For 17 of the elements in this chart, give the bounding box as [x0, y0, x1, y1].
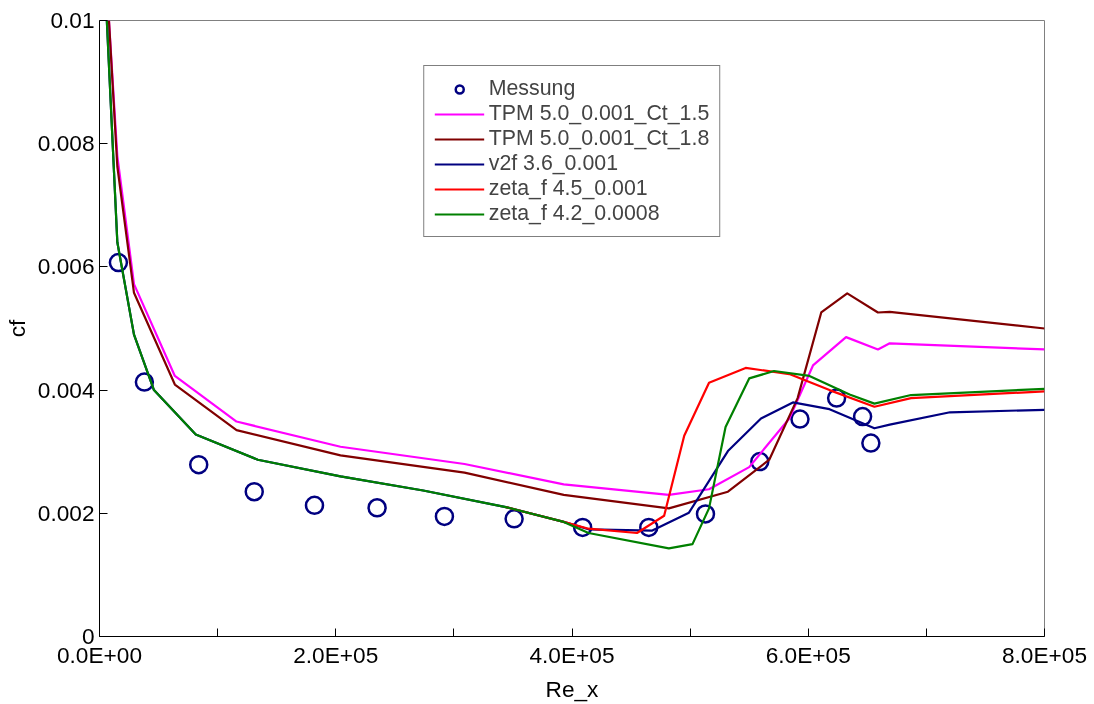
x-tick-label: 2.0E+05 — [293, 641, 379, 668]
y-tick-label: 0.006 — [37, 253, 95, 280]
legend-label: zeta_f 4.5_0.001 — [488, 176, 648, 201]
y-axis-title: cf — [3, 318, 30, 338]
x-tick-label: 8.0E+05 — [1001, 641, 1088, 668]
legend-label: TPM 5.0_0.001_Ct_1.5 — [488, 101, 710, 126]
x-tick-label: 6.0E+05 — [765, 641, 851, 668]
y-tick-label: 0.01 — [50, 7, 95, 33]
x-tick-label: 4.0E+05 — [529, 641, 615, 668]
legend-label: v2f 3.6_0.001 — [488, 151, 618, 176]
legend-label: TPM 5.0_0.001_Ct_1.8 — [488, 126, 710, 151]
y-tick-label: 0.008 — [37, 130, 95, 157]
legend-label: zeta_f 4.2_0.0008 — [488, 201, 660, 226]
legend-label: Messung — [488, 76, 576, 101]
y-tick-label: 0.004 — [37, 376, 95, 403]
x-axis-title: Re_x — [545, 675, 600, 702]
y-tick-label: 0.002 — [37, 499, 95, 526]
